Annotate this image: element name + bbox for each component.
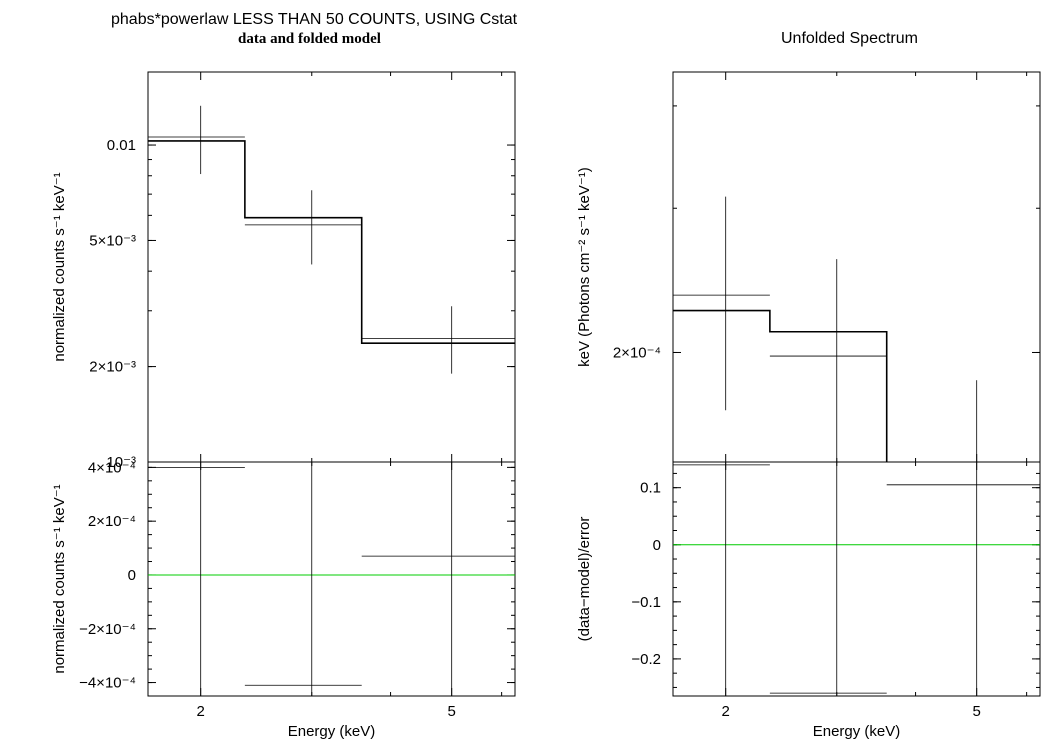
right-bottom-xlabel: Energy (keV)	[813, 723, 901, 740]
left-bottom-ytick-label: 4×10⁻⁴	[88, 459, 136, 476]
left-top-model-line	[148, 140, 515, 345]
left-top-ytick-label: 2×10⁻³	[89, 359, 136, 376]
left-bottom-xtick-label: 2	[197, 703, 205, 720]
right-bottom-ytick-label: 0.1	[640, 480, 661, 497]
right-bottom-ytick-label: −0.1	[631, 594, 661, 611]
right-bottom-xtick-label: 5	[973, 703, 981, 720]
left-top-panel	[147, 71, 516, 463]
left-chart-title: phabs*powerlaw LESS THAN 50 COUNTS, USIN…	[111, 11, 518, 28]
left-bottom-xlabel: Energy (keV)	[288, 723, 376, 740]
left-bottom-panel	[147, 461, 516, 697]
right-bottom-ytick-label: 0	[653, 537, 661, 554]
left-bottom-frame	[147, 461, 516, 697]
right-top-frame	[672, 71, 1041, 463]
left-bottom-ylabel: normalized counts s⁻¹ keV⁻¹	[51, 484, 68, 673]
left-bottom-ytick-label: 0	[128, 567, 136, 584]
left-chart-subtitle: data and folded model	[238, 31, 381, 47]
right-top-ylabel: keV (Photons cm⁻² s⁻¹ keV⁻¹)	[576, 167, 593, 367]
left-top-ytick-label: 0.01	[107, 137, 136, 154]
left-top-frame	[147, 71, 516, 463]
right-bottom-panel	[672, 461, 1041, 697]
right-bottom-ylabel: (data−model)/error	[576, 517, 593, 642]
right-bottom-frame	[672, 461, 1041, 697]
right-bottom-ytick-label: −0.2	[631, 651, 661, 668]
right-top-panel	[672, 71, 1041, 463]
right-chart-title: Unfolded Spectrum	[781, 30, 918, 47]
right-top-ytick-label: 2×10⁻⁴	[613, 344, 661, 361]
left-bottom-ytick-label: −2×10⁻⁴	[79, 621, 136, 638]
left-top-ytick-label: 5×10⁻³	[89, 232, 136, 249]
left-bottom-xtick-label: 5	[448, 703, 456, 720]
right-bottom-xtick-label: 2	[722, 703, 730, 720]
right-top-model-line	[673, 309, 888, 462]
left-top-ytick-label: 10⁻³	[106, 454, 136, 471]
left-top-ylabel: normalized counts s⁻¹ keV⁻¹	[51, 172, 68, 361]
left-bottom-ytick-label: −4×10⁻⁴	[79, 675, 136, 692]
left-bottom-ytick-label: 2×10⁻⁴	[88, 513, 136, 530]
